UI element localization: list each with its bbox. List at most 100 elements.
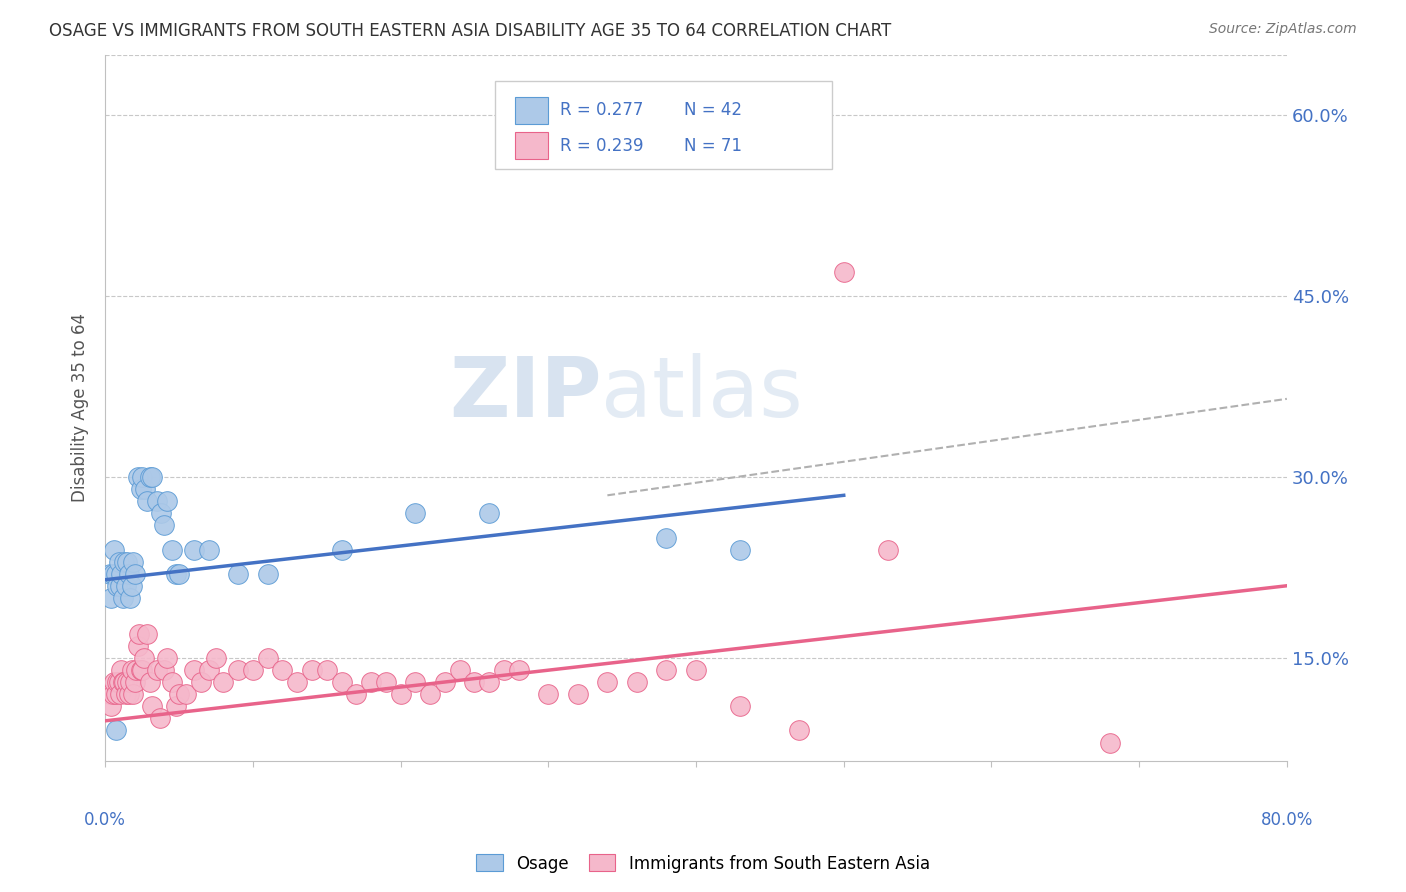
Point	[626, 675, 648, 690]
Point	[132, 651, 155, 665]
Text: R = 0.239: R = 0.239	[560, 137, 644, 155]
Text: N = 42: N = 42	[685, 101, 742, 120]
Point	[98, 566, 121, 581]
Point	[107, 675, 129, 690]
Point	[125, 663, 148, 677]
Point	[508, 663, 530, 677]
Point	[131, 663, 153, 677]
Text: ZIP: ZIP	[449, 353, 602, 434]
Point	[160, 675, 183, 690]
Point	[256, 566, 278, 581]
Point	[104, 687, 127, 701]
Point	[108, 687, 131, 701]
Point	[730, 542, 752, 557]
Point	[111, 591, 134, 605]
Point	[134, 483, 156, 497]
Point	[105, 675, 128, 690]
Point	[433, 675, 456, 690]
Point	[655, 531, 678, 545]
Point	[100, 699, 122, 714]
FancyBboxPatch shape	[515, 132, 548, 159]
Point	[183, 663, 205, 677]
Text: Source: ZipAtlas.com: Source: ZipAtlas.com	[1209, 22, 1357, 37]
Point	[212, 675, 235, 690]
Point	[129, 483, 152, 497]
Text: OSAGE VS IMMIGRANTS FROM SOUTH EASTERN ASIA DISABILITY AGE 35 TO 64 CORRELATION : OSAGE VS IMMIGRANTS FROM SOUTH EASTERN A…	[49, 22, 891, 40]
Point	[110, 663, 132, 677]
Point	[135, 494, 157, 508]
Point	[127, 639, 149, 653]
Point	[160, 542, 183, 557]
Point	[104, 723, 127, 738]
Point	[129, 663, 152, 677]
Text: R = 0.277: R = 0.277	[560, 101, 644, 120]
Text: 0.0%: 0.0%	[84, 812, 127, 830]
Point	[832, 265, 855, 279]
Point	[117, 675, 139, 690]
Point	[789, 723, 811, 738]
Point	[176, 687, 198, 701]
Point	[463, 675, 485, 690]
Point	[655, 663, 678, 677]
Point	[596, 675, 619, 690]
Point	[115, 687, 138, 701]
Point	[165, 699, 187, 714]
Point	[205, 651, 228, 665]
Point	[112, 555, 135, 569]
Point	[156, 651, 179, 665]
Point	[190, 675, 212, 690]
Point	[567, 687, 589, 701]
Point	[131, 470, 153, 484]
Point	[118, 687, 141, 701]
Point	[122, 687, 145, 701]
Point	[877, 542, 900, 557]
Point	[138, 470, 160, 484]
Point	[197, 663, 219, 677]
Point	[492, 663, 515, 677]
Point	[167, 566, 190, 581]
Point	[389, 687, 412, 701]
Point	[121, 579, 143, 593]
Point	[478, 507, 501, 521]
Point	[141, 470, 163, 484]
Point	[150, 507, 173, 521]
Point	[478, 675, 501, 690]
Point	[404, 675, 426, 690]
Point	[226, 566, 249, 581]
Point	[146, 663, 169, 677]
Point	[108, 579, 131, 593]
Point	[122, 555, 145, 569]
Point	[103, 675, 125, 690]
Point	[120, 675, 142, 690]
Point	[112, 675, 135, 690]
Point	[111, 675, 134, 690]
Point	[118, 566, 141, 581]
Point	[271, 663, 294, 677]
Point	[344, 687, 367, 701]
FancyBboxPatch shape	[515, 96, 548, 124]
Point	[404, 507, 426, 521]
Text: atlas: atlas	[602, 353, 803, 434]
Point	[537, 687, 560, 701]
Point	[165, 566, 187, 581]
Point	[120, 591, 142, 605]
Point	[153, 663, 176, 677]
Point	[103, 542, 125, 557]
Point	[301, 663, 323, 677]
Point	[107, 555, 129, 569]
Point	[128, 627, 150, 641]
Point	[242, 663, 264, 677]
Point	[138, 675, 160, 690]
Point	[197, 542, 219, 557]
Point	[419, 687, 441, 701]
Point	[124, 566, 146, 581]
Point	[330, 542, 353, 557]
Point	[156, 494, 179, 508]
Point	[360, 675, 382, 690]
Text: N = 71: N = 71	[685, 137, 742, 155]
Point	[100, 591, 122, 605]
Point	[141, 699, 163, 714]
Point	[256, 651, 278, 665]
Point	[183, 542, 205, 557]
Point	[685, 663, 707, 677]
